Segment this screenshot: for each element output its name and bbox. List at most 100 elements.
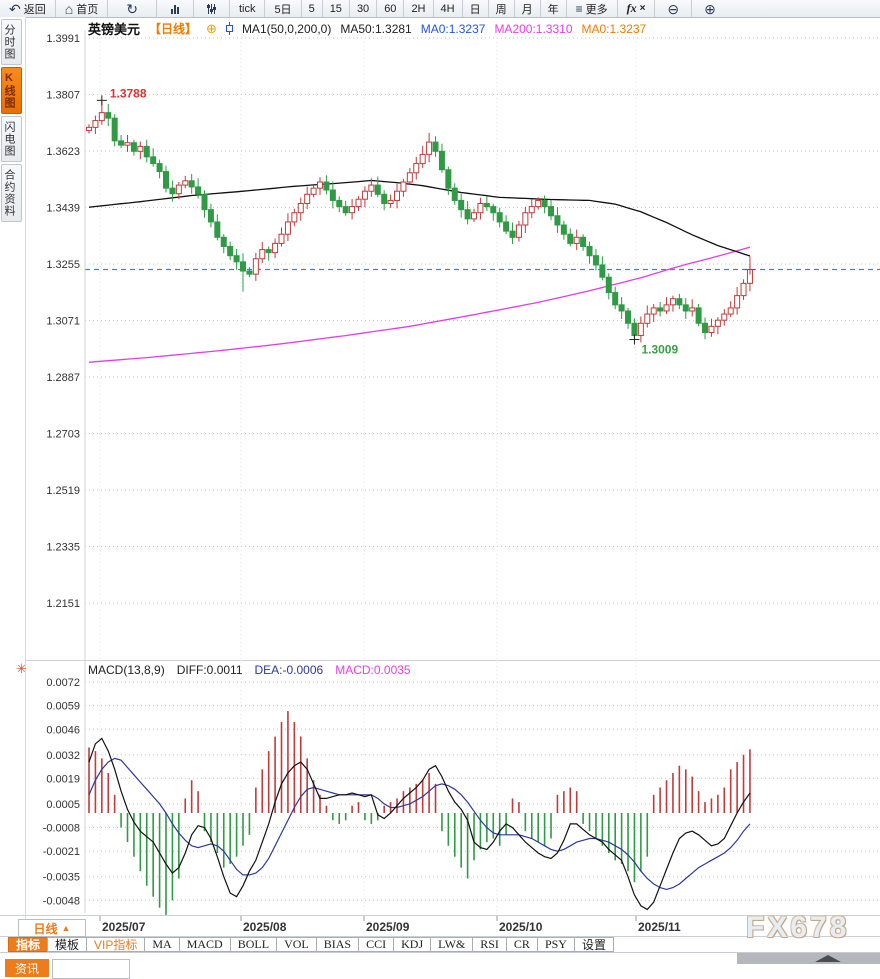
indicator-settings-button[interactable] <box>194 0 230 17</box>
sidebar-tab-kline[interactable]: K线图 <box>1 67 22 114</box>
home-button[interactable]: ⌂ 首页 <box>56 0 109 17</box>
tf-label: 周 <box>495 3 507 16</box>
news-adjacent-box[interactable] <box>52 959 130 979</box>
timeframe-month[interactable]: 月 <box>515 0 541 17</box>
timeframe-year[interactable]: 年 <box>541 0 567 17</box>
fx-formula-button[interactable]: fx × <box>618 0 656 17</box>
macd-diff-line <box>88 737 751 911</box>
indicator-star-icon[interactable]: ✳ <box>16 661 27 676</box>
candle-body <box>419 153 426 165</box>
timeframe-day[interactable]: 日 <box>463 0 489 17</box>
period-dropdown-button[interactable]: 日线 ▲ <box>18 919 86 937</box>
zoom-out-icon: ⊖ <box>667 0 680 17</box>
candle-body <box>252 258 259 275</box>
candle-body <box>528 206 535 214</box>
zoom-out-button[interactable]: ⊖ <box>655 0 693 17</box>
timeframe-30m[interactable]: 30 <box>350 0 378 17</box>
candle-body <box>400 181 407 192</box>
candle-body <box>130 142 137 152</box>
candle-body <box>714 319 721 327</box>
refresh-button[interactable]: ↻ <box>108 0 157 17</box>
candle-body <box>175 184 182 195</box>
candle-body <box>503 221 510 232</box>
candle-body <box>471 212 478 220</box>
candle-body <box>695 307 702 324</box>
period-dropdown-label: 日线 <box>33 921 58 936</box>
ma200-value: MA200:1.3310 <box>494 21 573 36</box>
tab-rsi[interactable]: RSI <box>472 937 507 952</box>
price-axis-tick: 1.3255 <box>46 259 80 271</box>
chart-type-button[interactable] <box>157 0 194 17</box>
candle-body <box>169 187 176 195</box>
timeframe-tick[interactable]: tick <box>230 0 266 17</box>
top-toolbar: ↶ 返回 ⌂ 首页 ↻ tick 5日 5 15 30 60 2H 4H 日 周… <box>0 0 880 18</box>
candle-body <box>361 190 368 200</box>
timeframe-15m[interactable]: 15 <box>323 0 350 17</box>
candle-body <box>734 295 741 309</box>
candle-body <box>509 230 516 238</box>
candle-body <box>657 307 664 312</box>
sidebar-tab-contract-info[interactable]: 合约资料 <box>1 164 22 222</box>
tab-boll[interactable]: BOLL <box>229 937 278 952</box>
price-axis-tick: 1.3807 <box>46 90 80 102</box>
candle-body <box>137 145 144 152</box>
tab-bias[interactable]: BIAS <box>315 937 360 952</box>
candle-body <box>612 292 619 306</box>
tab-settings[interactable]: 设置 <box>573 937 614 952</box>
low-price-label: 1.3009 <box>641 343 678 357</box>
timeframe-week[interactable]: 周 <box>489 0 515 17</box>
tf-label: 5 <box>308 2 315 15</box>
candle-body <box>650 307 657 315</box>
sidebar-tab-lightning[interactable]: 闪电图 <box>1 116 22 162</box>
horizontal-scrollbar[interactable] <box>737 953 880 964</box>
zoom-in-button[interactable]: ⊕ <box>692 0 728 17</box>
tab-ma[interactable]: MA <box>144 937 180 952</box>
candle-body <box>580 236 587 248</box>
candle-body <box>490 206 497 214</box>
candle-body <box>336 199 343 208</box>
timeframe-2h[interactable]: 2H <box>404 0 434 17</box>
tab-template[interactable]: 模板 <box>47 937 88 952</box>
candle-body <box>625 310 632 324</box>
sliders-icon <box>206 3 216 14</box>
tab-cr[interactable]: CR <box>505 937 538 952</box>
candle-body <box>663 304 670 312</box>
tab-cci[interactable]: CCI <box>358 937 395 952</box>
candle-body <box>554 215 561 226</box>
candle-body <box>272 242 279 254</box>
candle-body <box>676 298 683 306</box>
macd-axis-tick: 0.0072 <box>46 677 80 689</box>
tab-indicator[interactable]: 指标 <box>8 937 49 952</box>
candlestick-chart[interactable]: 2025/07 2025/08 2025/09 2025/10 2025/11 1.378… <box>25 17 880 937</box>
timeframe-5d[interactable]: 5日 <box>265 0 302 17</box>
candle-body <box>297 203 304 214</box>
timeframe-60m[interactable]: 60 <box>377 0 405 17</box>
macd-params: MACD(13,8,9) <box>88 663 165 677</box>
macd-axis-tick: -0.0048 <box>43 895 80 907</box>
more-button[interactable]: ≡ 更多 <box>567 0 618 17</box>
add-indicator-icon[interactable]: ⊕ <box>206 20 217 36</box>
tab-kdj[interactable]: KDJ <box>393 937 432 952</box>
candle-body <box>458 199 465 211</box>
macd-axis-tick: -0.0021 <box>43 846 80 858</box>
candle-body <box>291 212 298 223</box>
candle-body <box>323 181 330 191</box>
candle-body <box>284 221 291 235</box>
tab-vol[interactable]: VOL <box>276 937 317 952</box>
tf-label: 日 <box>469 3 481 16</box>
candle-body <box>111 117 118 142</box>
indicator-toolbar: 指标 模板 VIP指标 MA MACD BOLL VOL BIAS CCI KD… <box>0 937 880 953</box>
candle-body <box>207 209 214 223</box>
tab-macd[interactable]: MACD <box>178 937 231 952</box>
timeframe-4h[interactable]: 4H <box>434 0 463 17</box>
news-button[interactable]: 资讯 <box>5 959 49 977</box>
sidebar-tab-timeshare[interactable]: 分时图 <box>1 19 22 65</box>
tab-vip-indicator[interactable]: VIP指标 <box>86 937 146 952</box>
macd-diff-value: DIFF:0.0011 <box>176 663 243 677</box>
tf-label: 2H <box>411 2 426 15</box>
back-button[interactable]: ↶ 返回 <box>0 0 56 17</box>
candle-body <box>618 304 625 312</box>
tab-lw[interactable]: LW& <box>430 937 474 952</box>
tab-psy[interactable]: PSY <box>536 937 575 952</box>
timeframe-5m[interactable]: 5 <box>302 0 323 17</box>
